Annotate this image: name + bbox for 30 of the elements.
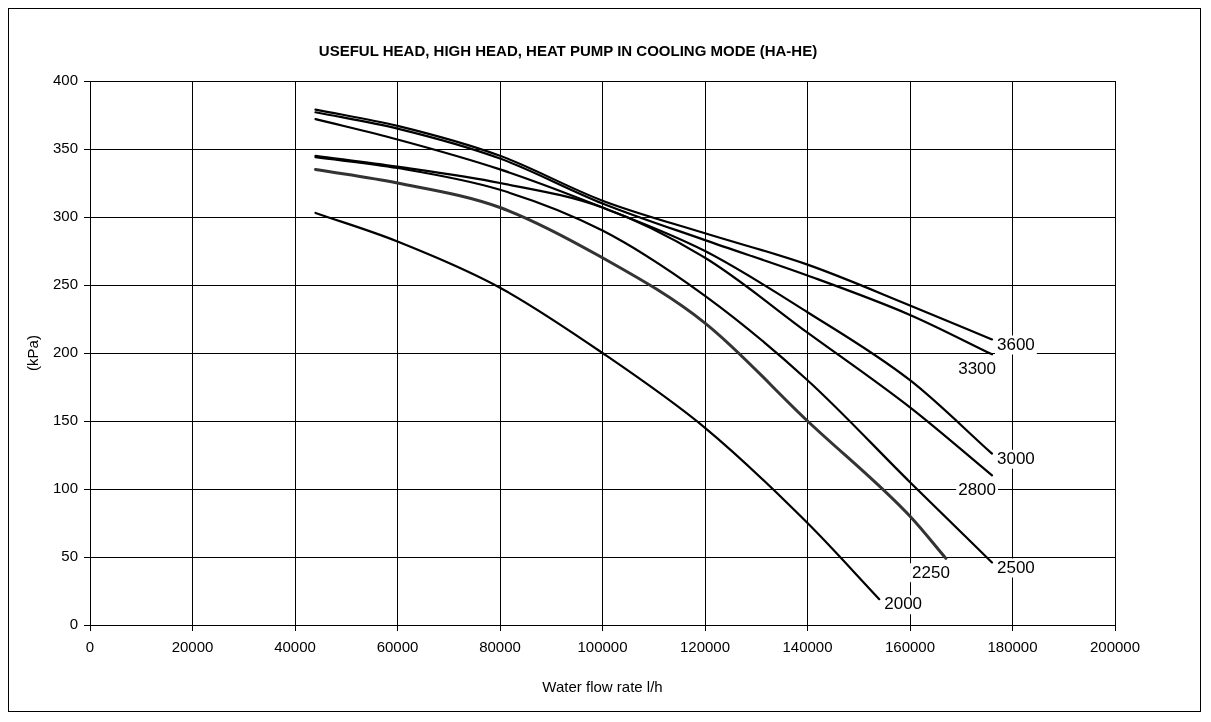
y-tick-label: 250 (53, 275, 79, 293)
y-tick-label: 350 (53, 139, 79, 157)
x-tick-label: 60000 (376, 638, 419, 656)
x-tick-label: 180000 (987, 638, 1038, 656)
x-tick-label: 80000 (479, 638, 521, 656)
x-tick-label: 120000 (679, 638, 731, 656)
y-tick-label: 400 (53, 71, 79, 89)
x-tick-label: 140000 (782, 638, 833, 656)
x-tick-label: 20000 (171, 638, 214, 656)
series-label: 2250 (912, 562, 950, 582)
series-label: 3300 (958, 358, 997, 378)
x-tick-label: 40000 (274, 638, 316, 656)
series-label: 2800 (958, 479, 997, 499)
series-label: 3000 (997, 448, 1035, 468)
x-tick-label: 160000 (884, 638, 936, 656)
x-tick-label: 200000 (1089, 638, 1141, 656)
y-axis-title: (kPa) (24, 335, 42, 371)
y-tick-label: 0 (69, 615, 79, 633)
x-tick-label: 100000 (577, 638, 628, 656)
series-label: 2500 (997, 557, 1035, 577)
y-tick-label: 50 (61, 547, 79, 565)
series-label: 2000 (884, 594, 923, 614)
x-tick-label: 0 (85, 638, 95, 656)
chart-title: USEFUL HEAD, HIGH HEAD, HEAT PUMP IN COOLING MODE (HA-HE) (318, 42, 818, 60)
y-tick-label: 200 (53, 343, 79, 361)
y-tick-label: 300 (53, 207, 79, 225)
series-label: 3600 (997, 334, 1035, 354)
y-tick-label: 150 (53, 411, 79, 429)
x-axis-title: Water flow rate l/h (542, 678, 663, 696)
y-tick-label: 100 (53, 479, 79, 497)
